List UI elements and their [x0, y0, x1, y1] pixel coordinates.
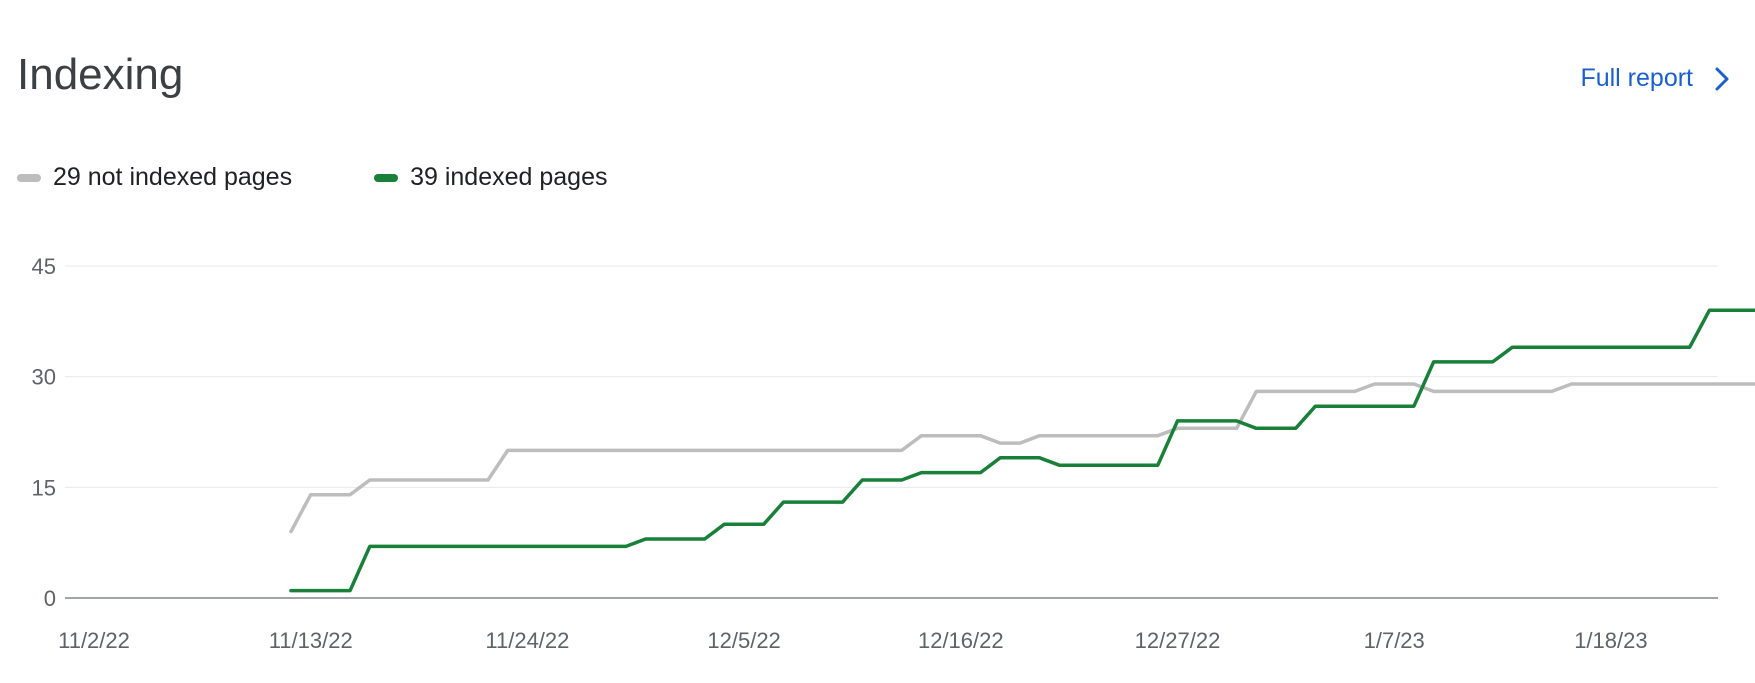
- series-line-indexed: [289, 308, 1755, 593]
- page-title: Indexing: [17, 50, 184, 99]
- x-tick-label: 12/5/22: [707, 628, 780, 653]
- legend-item-indexed[interactable]: 39 indexed pages: [374, 163, 607, 192]
- x-tick-label: 1/18/23: [1574, 628, 1647, 653]
- x-tick-label: 12/27/22: [1135, 628, 1221, 653]
- legend-label-not-indexed: 29 not indexed pages: [53, 163, 293, 191]
- full-report-label: Full report: [1580, 64, 1693, 92]
- y-tick-label: 0: [44, 586, 56, 611]
- x-tick-label: 11/24/22: [485, 628, 569, 653]
- y-tick-label: 15: [32, 475, 56, 500]
- legend-swatch-indexed: [374, 173, 399, 182]
- x-tick-label: 1/7/23: [1364, 628, 1425, 653]
- legend-swatch-not-indexed: [17, 173, 41, 182]
- y-tick-label: 45: [32, 254, 56, 279]
- y-tick-label: 30: [32, 365, 56, 390]
- x-tick-label: 12/16/22: [918, 628, 1004, 653]
- legend-item-not-indexed[interactable]: 29 not indexed pages: [17, 163, 292, 192]
- legend-label-indexed: 39 indexed pages: [410, 163, 608, 191]
- x-tick-label: 11/13/22: [269, 628, 353, 653]
- series-line-not-indexed: [289, 382, 1755, 534]
- chevron-right-icon: [1711, 65, 1733, 93]
- chart-legend: 29 not indexed pages 39 indexed pages: [17, 163, 689, 192]
- full-report-link[interactable]: Full report: [1580, 64, 1733, 93]
- x-tick-label: 11/2/22: [58, 628, 130, 653]
